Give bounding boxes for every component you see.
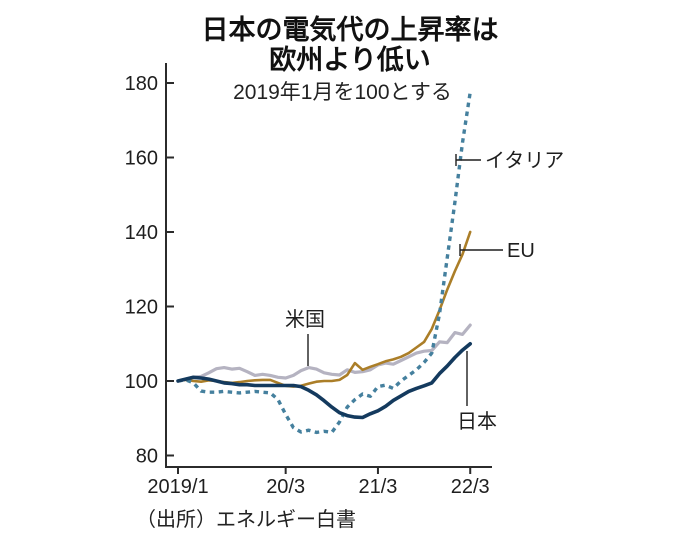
y-tick-label: 160 [125,148,158,170]
series-label-italy: イタリア [485,149,564,172]
leader-line-italy [455,154,481,166]
chart-subtitle: 2019年1月を100とする [233,81,452,104]
chart-title-line1: 日本の電気代の上昇率は [201,15,499,45]
series-label-us: 米国 [285,308,325,331]
y-tick-label: 80 [136,446,158,468]
source-note: （出所）エネルギー白書 [136,509,356,531]
series-line-japan [176,341,473,420]
chart-title-line2: 欧州より低い [269,44,431,75]
y-tick-label: 100 [125,371,158,393]
series-line-us [176,323,472,383]
x-tick-label: 2019/1 [147,476,208,498]
series-line-italy [177,92,472,435]
series-label-eu: EU [507,240,535,262]
axes [165,63,492,468]
chart-title: 日本の電気代の上昇率は 欧州より低い [15,15,685,75]
x-tick-label: 20/3 [266,476,305,498]
y-tick-label: 140 [125,222,158,244]
y-tick-label: 120 [125,297,158,319]
x-tick-label: 22/3 [451,476,490,498]
series-label-japan: 日本 [457,410,497,433]
x-tick-label: 21/3 [358,476,397,498]
y-tick-label: 180 [125,73,158,95]
leader-line-eu [459,244,503,256]
